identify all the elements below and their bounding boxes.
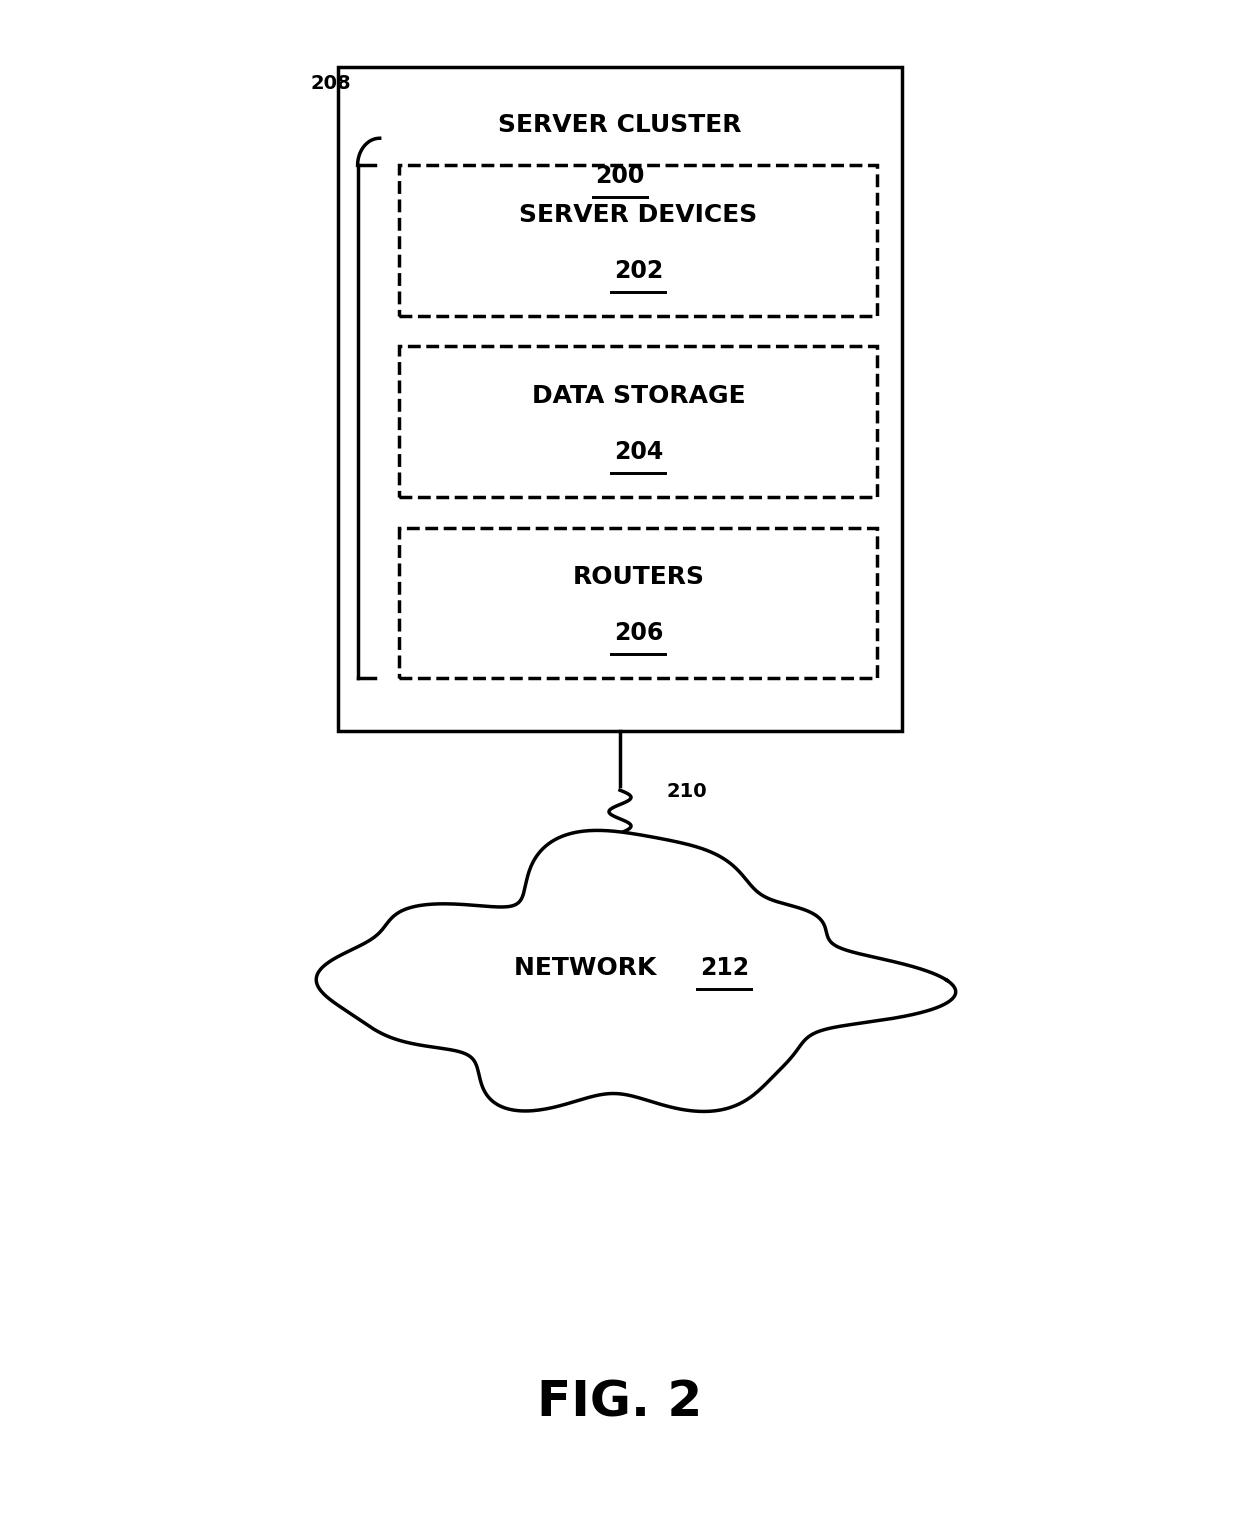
Text: 204: 204 [614, 440, 663, 465]
Bar [399, 527, 878, 679]
Text: 206: 206 [614, 621, 663, 646]
Text: SERVER DEVICES: SERVER DEVICES [520, 203, 758, 227]
Bar [399, 347, 878, 498]
Bar [339, 67, 901, 731]
Text: 208: 208 [311, 75, 351, 93]
Text: ROUTERS: ROUTERS [573, 565, 704, 589]
Text: 212: 212 [699, 956, 749, 981]
Text: SERVER CLUSTER: SERVER CLUSTER [498, 113, 742, 137]
Text: FIG. 2: FIG. 2 [537, 1378, 703, 1427]
Text: DATA STORAGE: DATA STORAGE [532, 384, 745, 408]
Text: 200: 200 [595, 164, 645, 187]
Text: 202: 202 [614, 259, 663, 283]
Text: NETWORK: NETWORK [513, 956, 665, 981]
Polygon shape [316, 830, 956, 1112]
Text: 210: 210 [667, 783, 707, 801]
Bar [399, 166, 878, 317]
